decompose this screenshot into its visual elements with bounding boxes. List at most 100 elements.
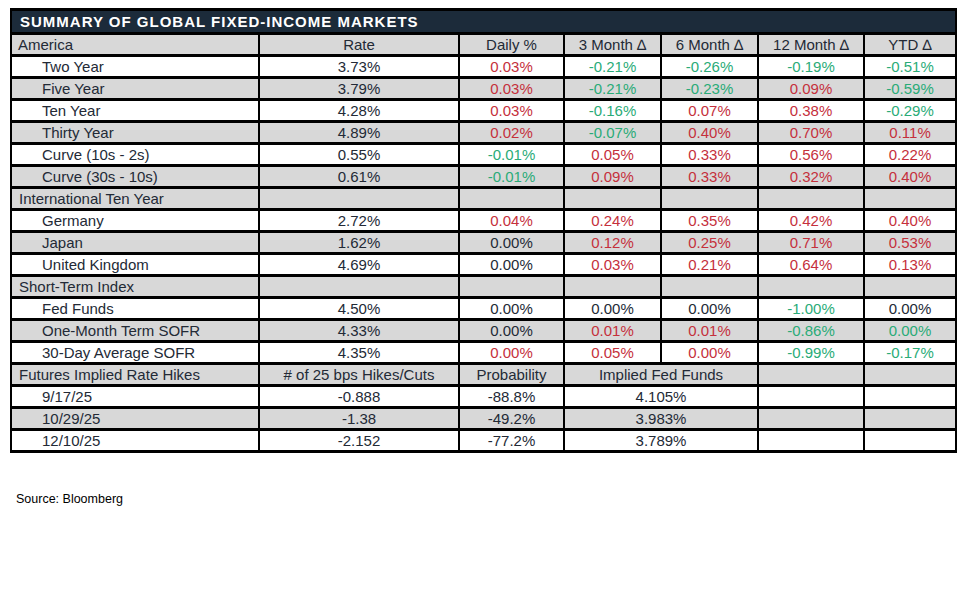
row-label-cell: 10/29/25 [11,408,259,430]
value-cell: 0.24% [564,210,661,232]
fixed-income-summary-table: SUMMARY OF GLOBAL FIXED-INCOME MARKETS A… [10,8,957,453]
value-cell: 0.56% [758,144,864,166]
value-cell [758,276,864,298]
value-cell [661,276,758,298]
value-cell [864,430,956,452]
value-cell [564,276,661,298]
row-label-cell: Ten Year [11,100,259,122]
value-cell: Implied Fed Funds [564,364,758,386]
value-cell [758,430,864,452]
value-cell: 0.70% [758,122,864,144]
value-cell: 0.00% [564,298,661,320]
table-row: 30-Day Average SOFR4.35%0.00%0.05%0.00%-… [11,342,956,364]
value-cell: 0.00% [459,342,564,364]
value-cell: 4.105% [564,386,758,408]
row-label-cell: Curve (30s - 10s) [11,166,259,188]
value-cell: 0.42% [758,210,864,232]
table-row: United Kingdom4.69%0.00%0.03%0.21%0.64%0… [11,254,956,276]
value-cell: 0.61% [259,166,459,188]
value-cell: -0.23% [661,78,758,100]
row-label-cell: Two Year [11,56,259,78]
value-cell: -0.26% [661,56,758,78]
table-row: Five Year3.79%0.03%-0.21%-0.23%0.09%-0.5… [11,78,956,100]
value-cell: 0.07% [661,100,758,122]
row-label-cell: One-Month Term SOFR [11,320,259,342]
value-cell: 0.38% [758,100,864,122]
value-cell: 0.05% [564,144,661,166]
value-cell: -88.8% [459,386,564,408]
value-cell: -0.01% [459,166,564,188]
value-cell: 0.32% [758,166,864,188]
value-cell: 0.03% [459,78,564,100]
value-cell [864,276,956,298]
value-cell: 4.35% [259,342,459,364]
column-header: America [11,34,259,56]
column-header: Daily % [459,34,564,56]
value-cell: 4.33% [259,320,459,342]
table-title-row: SUMMARY OF GLOBAL FIXED-INCOME MARKETS [11,10,956,34]
value-cell: 0.13% [864,254,956,276]
value-cell [259,188,459,210]
table-row: International Ten Year [11,188,956,210]
table-title: SUMMARY OF GLOBAL FIXED-INCOME MARKETS [11,10,956,34]
value-cell: 0.35% [661,210,758,232]
value-cell: -0.29% [864,100,956,122]
value-cell [758,188,864,210]
value-cell: 4.89% [259,122,459,144]
value-cell [864,408,956,430]
value-cell [459,188,564,210]
row-label-cell: Futures Implied Rate Hikes [11,364,259,386]
table-row: Japan1.62%0.00%0.12%0.25%0.71%0.53% [11,232,956,254]
value-cell: 4.50% [259,298,459,320]
value-cell: 0.64% [758,254,864,276]
value-cell: -0.99% [758,342,864,364]
value-cell: 0.09% [758,78,864,100]
value-cell: 0.33% [661,166,758,188]
value-cell: 3.789% [564,430,758,452]
value-cell: 0.01% [661,320,758,342]
value-cell: 0.03% [459,100,564,122]
table-row: Curve (30s - 10s)0.61%-0.01%0.09%0.33%0.… [11,166,956,188]
value-cell: 0.02% [459,122,564,144]
value-cell: 0.22% [864,144,956,166]
value-cell: 0.40% [864,210,956,232]
column-header: YTD ∆ [864,34,956,56]
value-cell: 0.05% [564,342,661,364]
table-row: 12/10/25-2.152-77.2%3.789% [11,430,956,452]
value-cell: 0.33% [661,144,758,166]
table-header-row: AmericaRateDaily %3 Month ∆6 Month ∆12 M… [11,34,956,56]
row-label-cell: 9/17/25 [11,386,259,408]
value-cell: 3.983% [564,408,758,430]
value-cell: -0.888 [259,386,459,408]
value-cell: -2.152 [259,430,459,452]
value-cell: 0.00% [459,298,564,320]
value-cell: 0.01% [564,320,661,342]
value-cell: -1.38 [259,408,459,430]
row-label-cell: 12/10/25 [11,430,259,452]
value-cell: 0.11% [864,122,956,144]
value-cell: -0.51% [864,56,956,78]
value-cell: -0.86% [758,320,864,342]
value-cell [758,408,864,430]
table-row: Germany2.72%0.04%0.24%0.35%0.42%0.40% [11,210,956,232]
value-cell: 0.09% [564,166,661,188]
column-header: 12 Month ∆ [758,34,864,56]
value-cell: -0.19% [758,56,864,78]
table-row: 9/17/25-0.888-88.8%4.105% [11,386,956,408]
value-cell: 0.40% [864,166,956,188]
table-row: Ten Year4.28%0.03%-0.16%0.07%0.38%-0.29% [11,100,956,122]
value-cell: -0.59% [864,78,956,100]
row-label-cell: Japan [11,232,259,254]
value-cell: 0.04% [459,210,564,232]
table-row: Curve (10s - 2s)0.55%-0.01%0.05%0.33%0.5… [11,144,956,166]
table-row: Two Year3.73%0.03%-0.21%-0.26%-0.19%-0.5… [11,56,956,78]
value-cell: 0.00% [459,320,564,342]
table-row: Fed Funds4.50%0.00%0.00%0.00%-1.00%0.00% [11,298,956,320]
value-cell: 2.72% [259,210,459,232]
value-cell [758,386,864,408]
value-cell: -0.17% [864,342,956,364]
value-cell: 0.03% [564,254,661,276]
value-cell: 0.40% [661,122,758,144]
value-cell: Probability [459,364,564,386]
column-header: Rate [259,34,459,56]
